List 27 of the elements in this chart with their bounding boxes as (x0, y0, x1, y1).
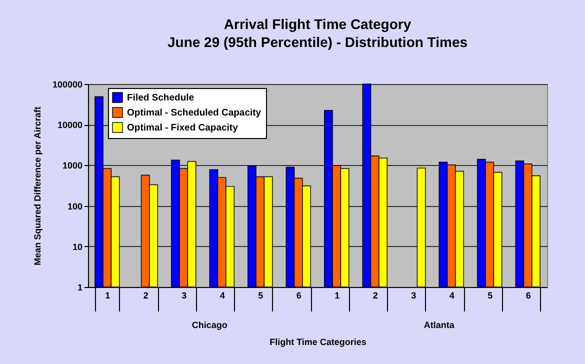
x-tick-label: 4 (449, 290, 454, 300)
text: Atlanta (424, 320, 456, 330)
x-tick-label: 3 (411, 290, 416, 300)
x-tick-label: 5 (488, 290, 493, 300)
y-tick-label: 10000 (57, 120, 82, 130)
x-tick-label: 4 (220, 290, 225, 300)
y-tick-label: 10 (72, 242, 82, 252)
x-tick-label: 1 (105, 290, 110, 300)
x-axis-title: Flight Time Categories (270, 337, 366, 347)
chart-subtitle: June 29 (95th Percentile) - Distribution Times (167, 34, 468, 50)
x-tick-label: 2 (143, 290, 148, 300)
y-axis-title: Mean Squared Difference per Aircraft (32, 106, 42, 266)
y-tick-label: 1000 (62, 160, 82, 171)
text: Chicago (192, 320, 228, 330)
legend-label: Filed Schedule (127, 92, 194, 104)
x-tick-label: 6 (526, 290, 531, 300)
y-tick-label: 100 (67, 201, 82, 212)
y-tick-label: 1 (77, 282, 82, 292)
x-tick-label: 5 (258, 290, 264, 300)
chart-title: Arrival Flight Time Category (224, 16, 412, 32)
x-tick-label: 3 (182, 290, 187, 300)
x-tick-label: 1 (334, 290, 340, 300)
x-tick-label: 6 (296, 290, 302, 300)
y-tick-label: 100000 (52, 80, 82, 90)
legend-label: Optimal - Fixed Capacity (127, 122, 239, 134)
legend-label: Optimal - Scheduled Capacity (127, 108, 262, 118)
x-tick-label: 2 (372, 290, 378, 300)
